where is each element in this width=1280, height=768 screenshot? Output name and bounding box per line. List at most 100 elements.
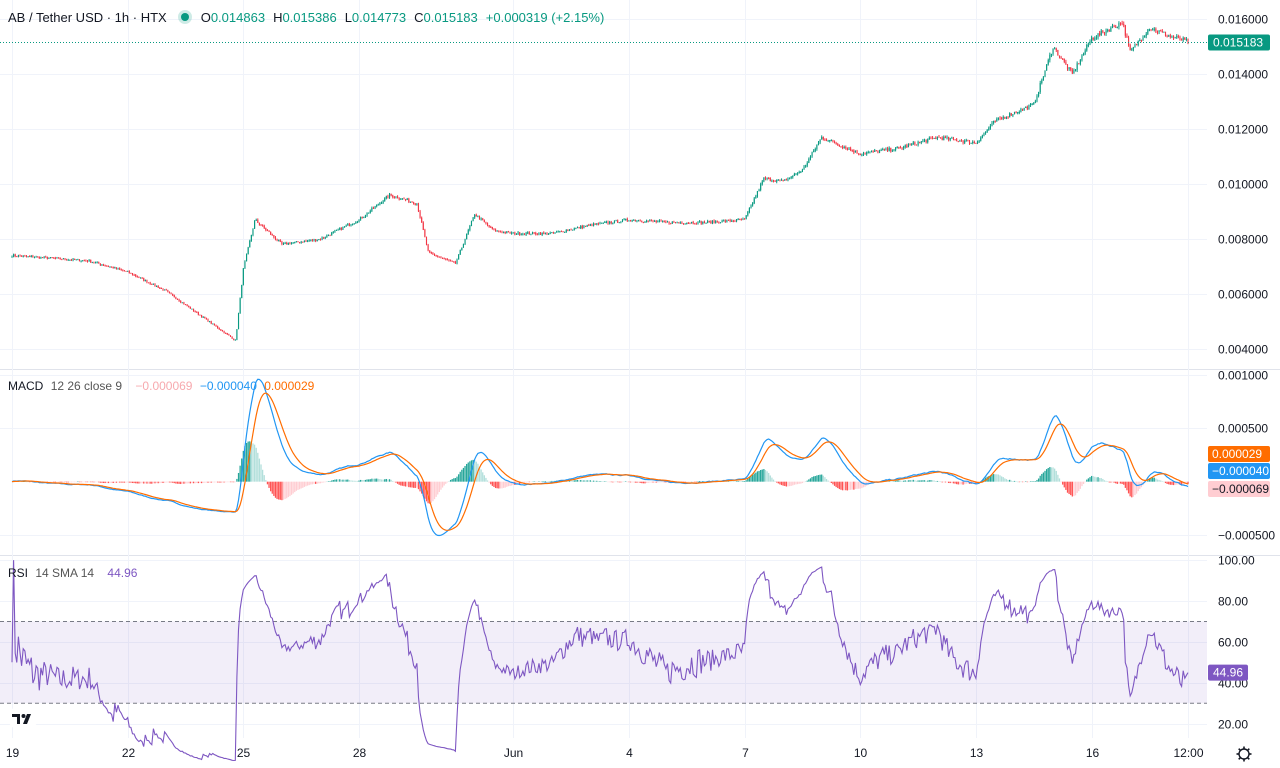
candle [1042,76,1044,81]
macd-histogram-bar [849,481,852,490]
candle [273,234,275,239]
candle [1021,108,1024,112]
candle [617,219,619,223]
macd-histogram-bar [329,481,331,482]
macd-histogram-bar [1164,481,1167,484]
candle [1103,31,1106,36]
macd-histogram-bar [583,480,585,482]
symbol-title[interactable]: AB / Tether USD · 1h · HTX [8,9,167,25]
macd-histogram-bar [573,480,575,482]
macd-y-tick-label: −0.000500 [1218,529,1275,543]
candle [157,285,159,288]
macd-histogram-bar [830,481,832,483]
macd-histogram-bar [200,481,203,484]
macd-histogram-bar [1116,481,1118,484]
candle [519,231,521,236]
candle [1026,105,1028,111]
candle [147,282,150,284]
macd-histogram-bar [114,481,116,483]
macd-histogram-bar [392,480,394,482]
candle [464,238,466,246]
macd-histogram-bar [533,481,535,482]
macd-histogram-bar [527,481,529,483]
macd-histogram-bar [602,481,604,482]
macd-histogram-bar [896,480,898,482]
candle [25,255,28,258]
macd-histogram-bar [599,481,601,482]
candle [461,247,463,251]
candle [731,219,733,222]
macd-histogram-bar [22,481,24,482]
candle [316,239,318,242]
candle [925,139,927,144]
macd-histogram-bar [404,481,407,487]
macd-histogram-bar [626,481,628,483]
macd-histogram-bar [541,481,543,482]
macd-histogram-bar [899,480,902,482]
candle [970,142,972,144]
macd-histogram-bar [282,481,285,500]
macd-histogram-bar [703,481,706,482]
candle [846,147,848,151]
macd-histogram-bar [575,480,577,482]
macd-histogram-bar [1039,475,1041,482]
macd-histogram-bar [422,481,424,497]
macd-histogram-bar [135,481,137,484]
candle [22,255,24,258]
macd-histogram-bar [180,481,182,485]
candle [284,241,286,245]
candle [989,123,991,130]
macd-histogram-bar [400,481,402,486]
candle [1155,27,1157,34]
candle [408,197,410,204]
candle [1001,116,1003,120]
candle [1031,103,1033,106]
candle [999,116,1001,121]
candle [764,176,767,181]
candle [96,261,98,264]
macd-histogram-bar [931,480,934,482]
macd-histogram-bar [1174,481,1176,486]
macd-histogram-bar [226,481,228,483]
candle [503,231,505,234]
macd-legend[interactable]: MACD 12 26 close 9 −0.000069 −0.000040 0… [8,379,318,393]
macd-histogram-bar [576,479,579,482]
macd-histogram-bar [692,481,694,483]
open-label: O [200,9,211,25]
candle [530,233,532,236]
candle [927,138,929,144]
candle [258,222,260,226]
settings-gear-icon[interactable] [1236,746,1252,762]
candle [919,141,921,144]
macd-histogram-bar [278,481,280,500]
candle [397,195,399,199]
candle [165,288,167,291]
macd-histogram-bar [666,481,669,483]
macd-histogram-bar [213,481,216,483]
candle [914,141,916,146]
candle [551,232,553,234]
candle [162,288,164,291]
candle [159,286,161,289]
macd-histogram-bar [539,481,542,483]
rsi-legend[interactable]: RSI 14 SMA 14 44.96 [8,566,141,580]
macd-histogram-bar [796,481,799,485]
candle [981,134,983,139]
candle [562,231,564,233]
candle [748,207,750,214]
rsi-y-tick-label: 20.00 [1218,718,1248,732]
candle [38,256,40,259]
macd-histogram-bar [115,481,118,483]
candle [470,220,473,227]
macd-hist-badge: −0.000069 [1208,481,1270,497]
candle [744,217,746,220]
candle [239,297,241,314]
macd-histogram-bar [893,481,895,482]
tradingview-logo-icon[interactable] [8,706,38,730]
candle [906,143,908,149]
macd-histogram-bar [388,479,391,482]
candle [35,255,37,258]
candle [1060,55,1062,59]
candle [769,177,771,182]
